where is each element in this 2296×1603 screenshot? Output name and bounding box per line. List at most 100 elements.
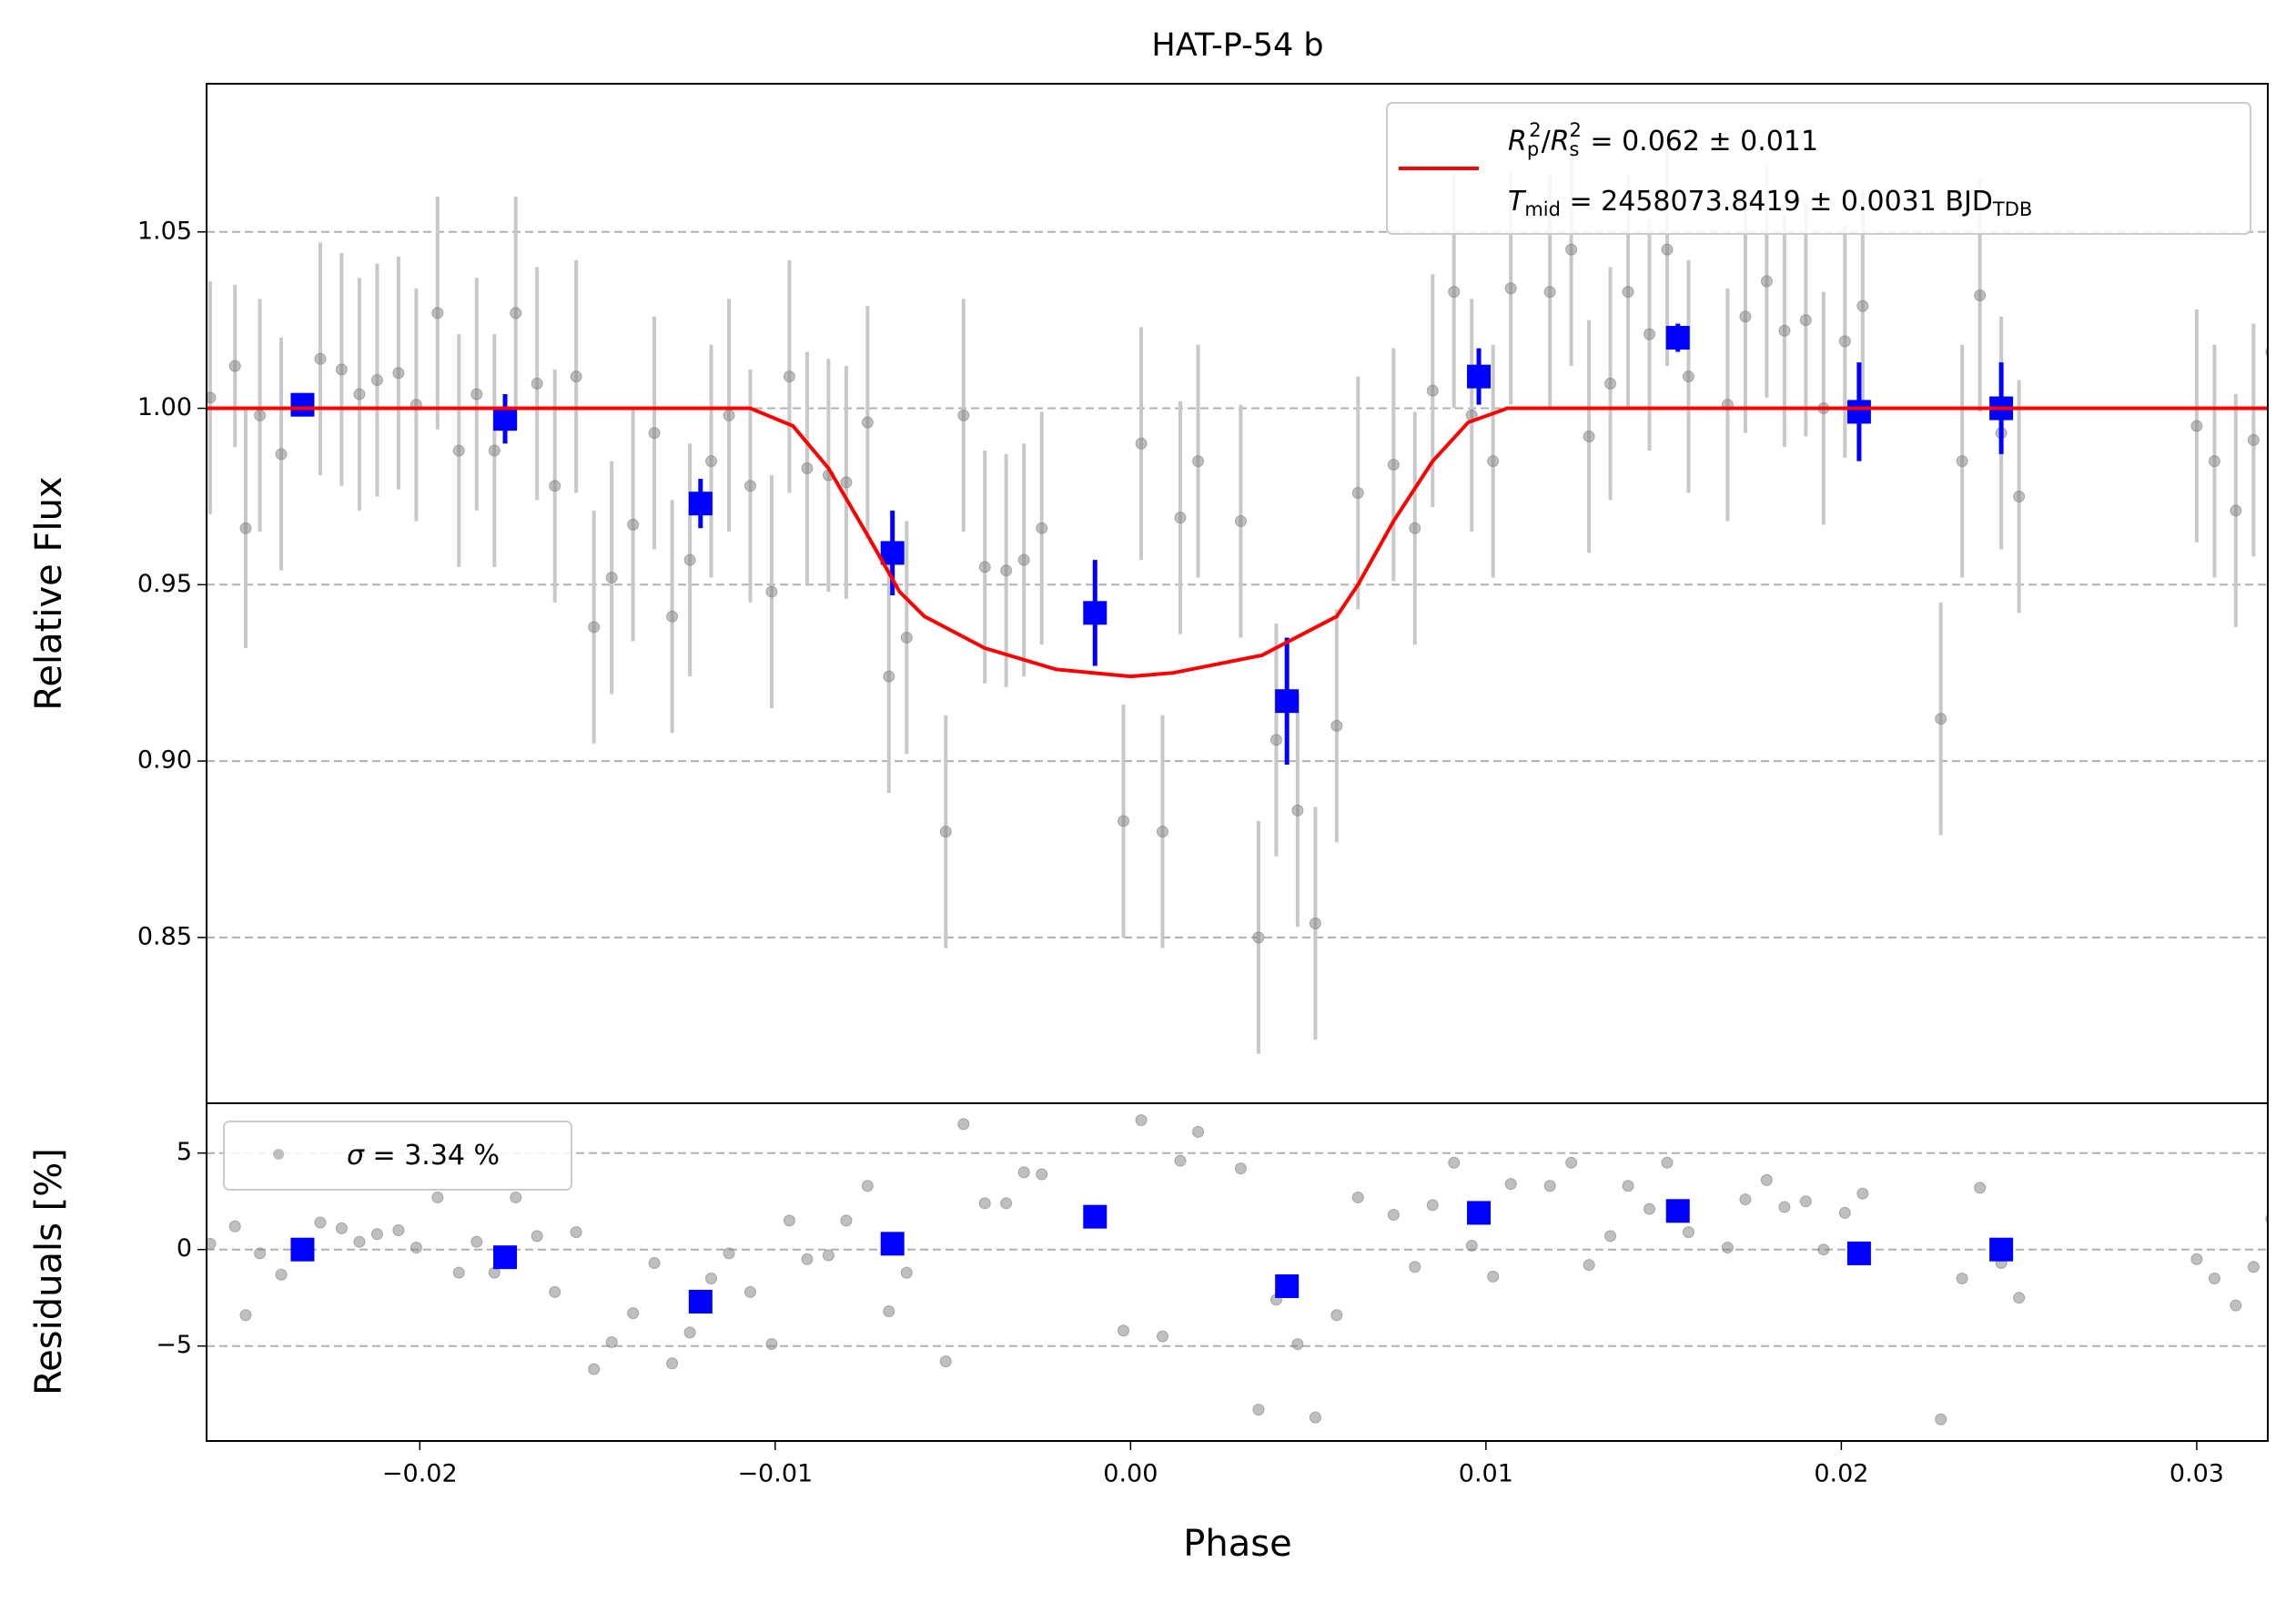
y-tick-label: −5 (156, 1331, 192, 1359)
legend-label: Tmid = 2458073.8419 ± 0.0031 BJDTDB (1508, 186, 2032, 221)
legend-label: Rp2/Rs2 = 0.062 ± 0.011 (1508, 119, 1818, 160)
data-point (410, 1242, 422, 1254)
data-point (605, 572, 618, 584)
x-tick-label: −0.02 (382, 1460, 458, 1488)
data-point (228, 1220, 241, 1233)
data-point (314, 1216, 327, 1229)
data-point (1156, 1330, 1168, 1343)
data-point (1856, 299, 1869, 312)
data-point (957, 409, 970, 421)
data-point (683, 1326, 696, 1339)
data-point (1565, 1156, 1578, 1169)
data-point (1956, 1272, 1968, 1284)
data-point (335, 1222, 348, 1234)
binned-point (1275, 689, 1300, 714)
data-point (239, 1309, 252, 1322)
data-point (2247, 433, 2260, 446)
x-tick-label: 0.01 (1459, 1460, 1513, 1488)
model-line (207, 406, 2268, 679)
data-point (1565, 243, 1578, 256)
data-point (1583, 431, 1595, 443)
data-point (549, 1285, 561, 1298)
data-point (1291, 804, 1304, 817)
data-point (1409, 1261, 1421, 1273)
data-point (1135, 437, 1148, 450)
data-point (765, 585, 778, 598)
legend-text-part: s (1570, 138, 1580, 160)
data-point (939, 1355, 952, 1368)
data-point (1935, 713, 1947, 725)
x-tick-label: 0.00 (1103, 1460, 1158, 1488)
data-point (1817, 1243, 1830, 1256)
binned-point (880, 541, 905, 565)
data-point (254, 409, 267, 421)
data-point (2013, 1292, 2026, 1304)
y-tick-label: 0.85 (137, 922, 192, 950)
legend-swatch (273, 1149, 284, 1160)
data-point (1778, 1201, 1791, 1213)
data-point (1330, 1309, 1343, 1322)
data-point (783, 370, 795, 383)
y-axis-label: Relative Flux (28, 476, 70, 710)
legend-text-part: T (1508, 186, 1527, 218)
data-point (1448, 286, 1461, 299)
data-point (1487, 455, 1500, 468)
binned-point (1467, 1201, 1492, 1225)
data-point (1036, 522, 1048, 534)
data-point (1622, 286, 1634, 299)
data-point (1252, 1404, 1265, 1416)
legend-text-part: p (1527, 138, 1539, 160)
data-point (1682, 1226, 1694, 1239)
data-point (743, 480, 756, 492)
binned-point (688, 1289, 713, 1314)
x-tick-label: 0.02 (1814, 1460, 1868, 1488)
data-point (431, 1191, 444, 1203)
data-point (1778, 324, 1791, 337)
data-point (1192, 455, 1205, 468)
legend-text-part: / (1542, 126, 1552, 157)
data-point (1644, 1202, 1655, 1215)
data-point (510, 307, 522, 320)
data-point (228, 360, 241, 372)
y-tick-label: 5 (177, 1138, 192, 1166)
data-point (1856, 1187, 1869, 1200)
data-point (1739, 310, 1752, 323)
data-point (1309, 1411, 1321, 1424)
data-point (1135, 1114, 1148, 1127)
data-point (743, 1285, 756, 1298)
data-point (1351, 1191, 1364, 1203)
data-point (275, 1268, 288, 1281)
data-point (488, 444, 501, 457)
data-point (1017, 553, 1030, 566)
data-point (549, 480, 561, 492)
data-point (666, 1357, 679, 1370)
data-point (1000, 1197, 1013, 1210)
binned-point (493, 407, 518, 431)
binned-point (290, 1237, 315, 1262)
data-point (1682, 370, 1694, 383)
data-point (605, 1335, 618, 1348)
data-point (531, 1230, 543, 1243)
data-point (570, 370, 582, 383)
data-point (207, 391, 217, 404)
data-point (1661, 243, 1674, 256)
data-point (705, 1272, 718, 1284)
data-point (370, 374, 383, 387)
data-point (470, 388, 483, 401)
data-point (1426, 1199, 1439, 1212)
data-point (1838, 1206, 1851, 1219)
data-point (2190, 1253, 2203, 1265)
y-tick-label: 1.05 (137, 217, 192, 245)
legend-text-part: = 3.34 % (364, 1140, 500, 1172)
binned-point (493, 1245, 518, 1270)
data-point (861, 416, 874, 429)
data-point (1604, 377, 1617, 390)
data-point (1234, 515, 1247, 528)
data-point (1760, 1173, 1773, 1186)
data-point (783, 1214, 795, 1227)
data-point (1409, 522, 1421, 534)
data-point (239, 522, 252, 534)
data-point (1838, 335, 1851, 348)
data-point (1156, 826, 1168, 838)
